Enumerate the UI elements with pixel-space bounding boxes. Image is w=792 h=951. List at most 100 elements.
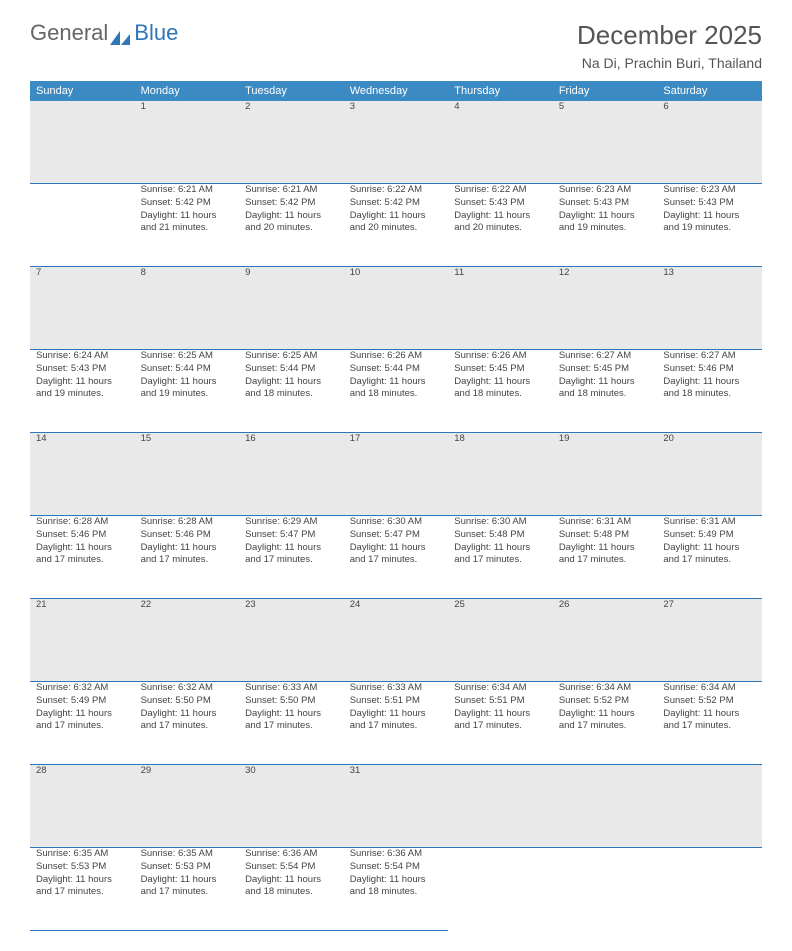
sunset-line: Sunset: 5:54 PM (245, 861, 338, 874)
day-number-cell: 11 (448, 267, 553, 350)
day-number-cell: 17 (344, 433, 449, 516)
daynum-row: 21222324252627 (30, 599, 762, 682)
sunrise-line: Sunrise: 6:21 AM (245, 184, 338, 197)
daylight-line: Daylight: 11 hours and 17 minutes. (36, 874, 129, 900)
location: Na Di, Prachin Buri, Thailand (577, 55, 762, 71)
sunset-line: Sunset: 5:54 PM (350, 861, 443, 874)
day-content-cell: Sunrise: 6:28 AMSunset: 5:46 PMDaylight:… (30, 516, 135, 599)
day-content-cell: Sunrise: 6:32 AMSunset: 5:49 PMDaylight:… (30, 682, 135, 765)
daylight-line: Daylight: 11 hours and 20 minutes. (350, 210, 443, 236)
day-content-cell: Sunrise: 6:23 AMSunset: 5:43 PMDaylight:… (657, 184, 762, 267)
day-number-cell (657, 765, 762, 848)
day-content-cell: Sunrise: 6:33 AMSunset: 5:51 PMDaylight:… (344, 682, 449, 765)
daylight-line: Daylight: 11 hours and 21 minutes. (141, 210, 234, 236)
sunset-line: Sunset: 5:53 PM (36, 861, 129, 874)
weekday-saturday: Saturday (657, 81, 762, 101)
day-number-cell: 20 (657, 433, 762, 516)
weekday-header: SundayMondayTuesdayWednesdayThursdayFrid… (30, 81, 762, 101)
daylight-line: Daylight: 11 hours and 17 minutes. (350, 708, 443, 734)
day-number-cell: 21 (30, 599, 135, 682)
sunset-line: Sunset: 5:45 PM (559, 363, 652, 376)
sunrise-line: Sunrise: 6:33 AM (245, 682, 338, 695)
day-number-cell: 28 (30, 765, 135, 848)
weekday-tuesday: Tuesday (239, 81, 344, 101)
day-content-cell: Sunrise: 6:26 AMSunset: 5:44 PMDaylight:… (344, 350, 449, 433)
brand-part1: General (30, 20, 108, 46)
sunrise-line: Sunrise: 6:24 AM (36, 350, 129, 363)
day-number-cell: 29 (135, 765, 240, 848)
content-row: Sunrise: 6:21 AMSunset: 5:42 PMDaylight:… (30, 184, 762, 267)
day-number-cell: 4 (448, 101, 553, 184)
day-number-cell: 12 (553, 267, 658, 350)
sunrise-line: Sunrise: 6:32 AM (141, 682, 234, 695)
sunrise-line: Sunrise: 6:30 AM (454, 516, 547, 529)
day-content-cell: Sunrise: 6:32 AMSunset: 5:50 PMDaylight:… (135, 682, 240, 765)
day-content-cell: Sunrise: 6:22 AMSunset: 5:43 PMDaylight:… (448, 184, 553, 267)
day-content-cell (657, 848, 762, 931)
daylight-line: Daylight: 11 hours and 17 minutes. (36, 708, 129, 734)
day-content-cell: Sunrise: 6:31 AMSunset: 5:49 PMDaylight:… (657, 516, 762, 599)
sunrise-line: Sunrise: 6:32 AM (36, 682, 129, 695)
daylight-line: Daylight: 11 hours and 18 minutes. (663, 376, 756, 402)
day-number-cell: 27 (657, 599, 762, 682)
sunrise-line: Sunrise: 6:33 AM (350, 682, 443, 695)
sunrise-line: Sunrise: 6:21 AM (141, 184, 234, 197)
sunrise-line: Sunrise: 6:25 AM (245, 350, 338, 363)
weekday-friday: Friday (553, 81, 658, 101)
sunrise-line: Sunrise: 6:26 AM (350, 350, 443, 363)
day-content-cell: Sunrise: 6:21 AMSunset: 5:42 PMDaylight:… (135, 184, 240, 267)
day-number-cell: 31 (344, 765, 449, 848)
day-number-cell: 14 (30, 433, 135, 516)
content-row: Sunrise: 6:32 AMSunset: 5:49 PMDaylight:… (30, 682, 762, 765)
sunrise-line: Sunrise: 6:27 AM (663, 350, 756, 363)
day-content-cell: Sunrise: 6:36 AMSunset: 5:54 PMDaylight:… (344, 848, 449, 931)
daylight-line: Daylight: 11 hours and 18 minutes. (350, 376, 443, 402)
day-number-cell: 24 (344, 599, 449, 682)
sunset-line: Sunset: 5:42 PM (350, 197, 443, 210)
day-number-cell: 13 (657, 267, 762, 350)
sunset-line: Sunset: 5:43 PM (663, 197, 756, 210)
day-content-cell: Sunrise: 6:23 AMSunset: 5:43 PMDaylight:… (553, 184, 658, 267)
sunset-line: Sunset: 5:46 PM (663, 363, 756, 376)
sail-icon (110, 25, 132, 41)
day-content-cell: Sunrise: 6:31 AMSunset: 5:48 PMDaylight:… (553, 516, 658, 599)
day-number-cell: 25 (448, 599, 553, 682)
day-number-cell: 8 (135, 267, 240, 350)
daylight-line: Daylight: 11 hours and 17 minutes. (36, 542, 129, 568)
sunset-line: Sunset: 5:43 PM (454, 197, 547, 210)
sunrise-line: Sunrise: 6:34 AM (663, 682, 756, 695)
day-content-cell: Sunrise: 6:34 AMSunset: 5:52 PMDaylight:… (657, 682, 762, 765)
sunrise-line: Sunrise: 6:30 AM (350, 516, 443, 529)
content-row: Sunrise: 6:28 AMSunset: 5:46 PMDaylight:… (30, 516, 762, 599)
sunset-line: Sunset: 5:44 PM (245, 363, 338, 376)
day-content-cell: Sunrise: 6:35 AMSunset: 5:53 PMDaylight:… (135, 848, 240, 931)
sunset-line: Sunset: 5:46 PM (36, 529, 129, 542)
day-number-cell: 2 (239, 101, 344, 184)
weekday-sunday: Sunday (30, 81, 135, 101)
day-number-cell: 15 (135, 433, 240, 516)
daynum-row: 28293031 (30, 765, 762, 848)
daylight-line: Daylight: 11 hours and 17 minutes. (245, 542, 338, 568)
sunset-line: Sunset: 5:47 PM (245, 529, 338, 542)
day-number-cell: 18 (448, 433, 553, 516)
daylight-line: Daylight: 11 hours and 17 minutes. (559, 542, 652, 568)
daylight-line: Daylight: 11 hours and 17 minutes. (454, 542, 547, 568)
day-content-cell: Sunrise: 6:25 AMSunset: 5:44 PMDaylight:… (239, 350, 344, 433)
daylight-line: Daylight: 11 hours and 18 minutes. (454, 376, 547, 402)
sunset-line: Sunset: 5:43 PM (36, 363, 129, 376)
day-content-cell: Sunrise: 6:21 AMSunset: 5:42 PMDaylight:… (239, 184, 344, 267)
day-content-cell: Sunrise: 6:35 AMSunset: 5:53 PMDaylight:… (30, 848, 135, 931)
sunrise-line: Sunrise: 6:25 AM (141, 350, 234, 363)
sunset-line: Sunset: 5:42 PM (141, 197, 234, 210)
weekday-wednesday: Wednesday (344, 81, 449, 101)
daylight-line: Daylight: 11 hours and 17 minutes. (663, 542, 756, 568)
sunset-line: Sunset: 5:50 PM (245, 695, 338, 708)
sunset-line: Sunset: 5:53 PM (141, 861, 234, 874)
sunset-line: Sunset: 5:43 PM (559, 197, 652, 210)
sunrise-line: Sunrise: 6:28 AM (36, 516, 129, 529)
weekday-monday: Monday (135, 81, 240, 101)
daynum-row: 14151617181920 (30, 433, 762, 516)
sunrise-line: Sunrise: 6:26 AM (454, 350, 547, 363)
sunrise-line: Sunrise: 6:34 AM (559, 682, 652, 695)
day-number-cell: 30 (239, 765, 344, 848)
